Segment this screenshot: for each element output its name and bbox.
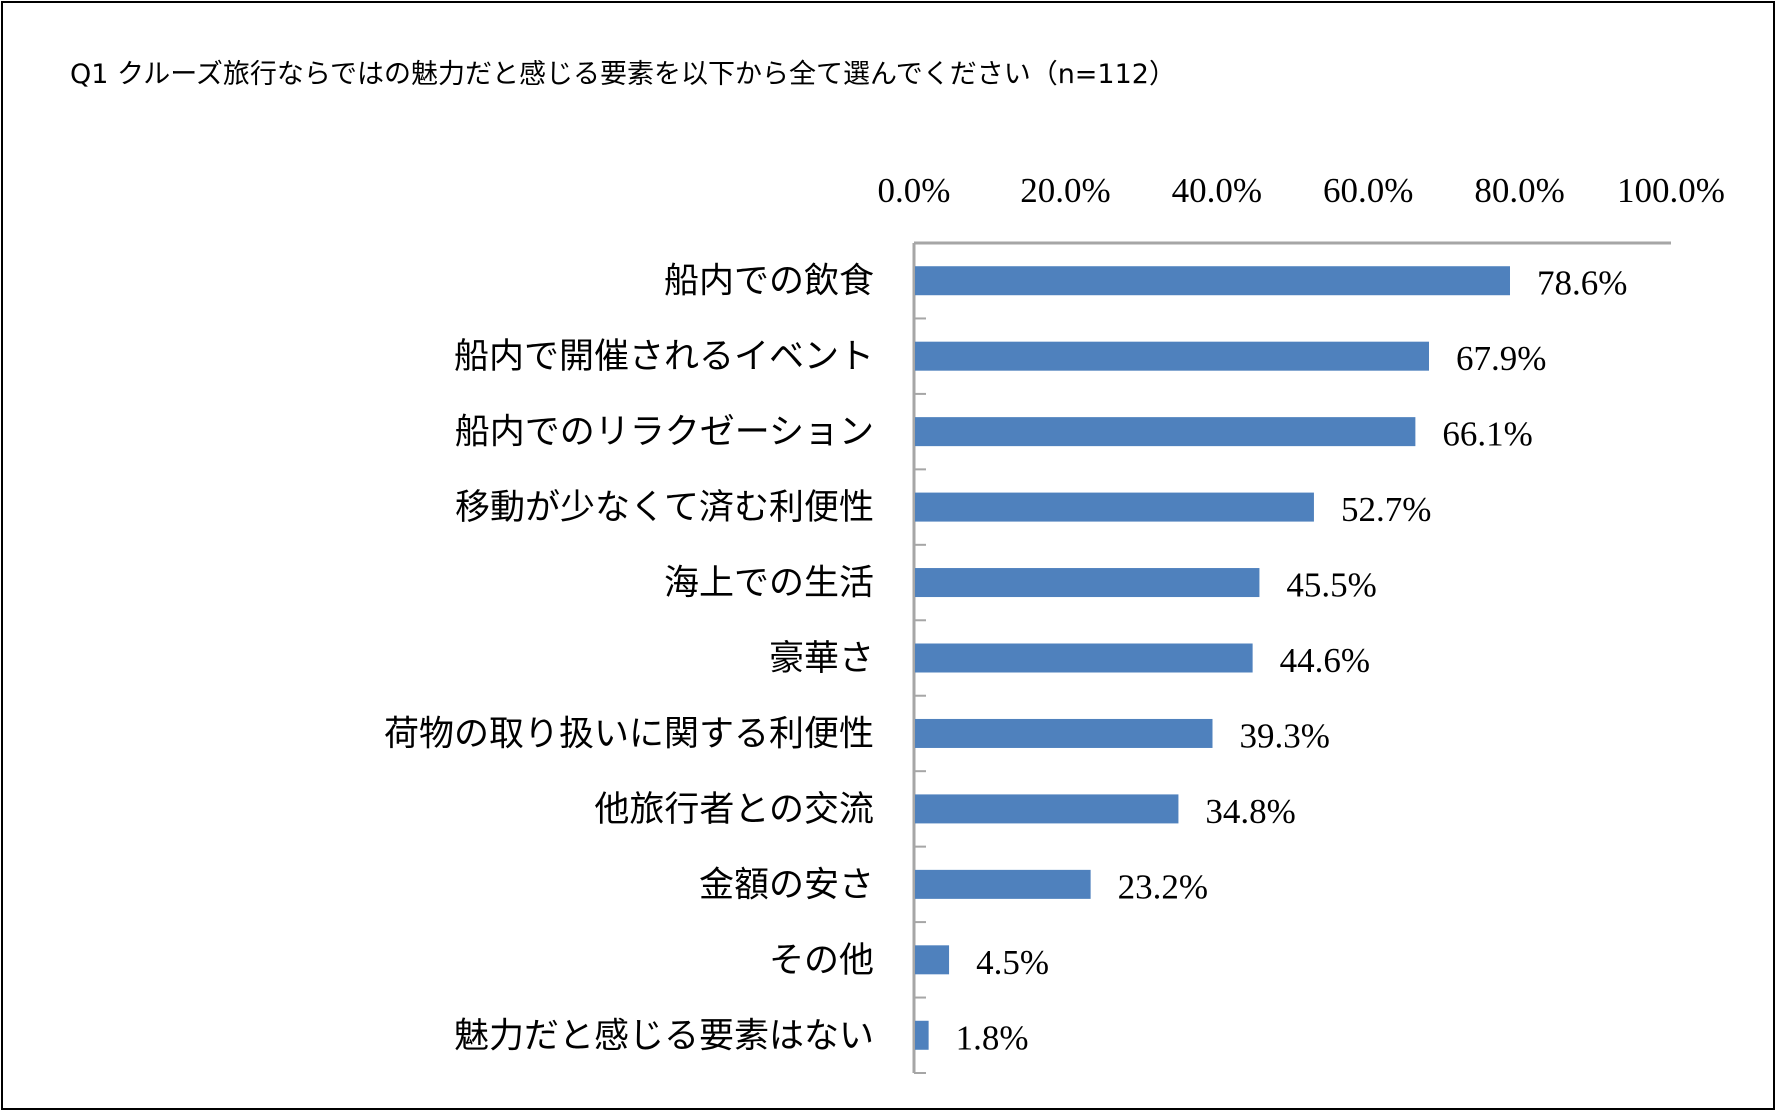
data-label: 67.9%	[1456, 339, 1546, 378]
bar	[915, 945, 950, 975]
category-label: 海上での生活	[664, 564, 874, 604]
x-tick-label: 40.0%	[1172, 171, 1262, 210]
category-label: 金額の安さ	[699, 865, 874, 905]
bar	[915, 266, 1511, 296]
category-label: 船内でのリラクゼーション	[455, 413, 874, 453]
category-label: その他	[769, 941, 874, 981]
data-label: 66.1%	[1442, 415, 1532, 454]
data-label: 4.5%	[976, 943, 1049, 982]
data-label: 34.8%	[1205, 792, 1295, 831]
bar	[915, 568, 1260, 598]
category-label: 他旅行者との交流	[594, 790, 874, 830]
x-tick-label: 20.0%	[1020, 171, 1110, 210]
data-label: 23.2%	[1118, 867, 1208, 906]
category-label: 魅力だと感じる要素はない	[454, 1016, 874, 1056]
category-label: 豪華さ	[769, 639, 874, 679]
category-label: 船内で開催されるイベント	[454, 337, 874, 377]
x-tick-label: 100.0%	[1617, 171, 1725, 210]
bar	[915, 417, 1416, 447]
category-label: 移動が少なくて済む利便性	[455, 488, 874, 528]
data-label: 44.6%	[1280, 641, 1370, 680]
bar	[915, 492, 1314, 522]
bar	[915, 643, 1253, 673]
bar	[915, 718, 1213, 748]
bar	[915, 794, 1179, 824]
x-tick-label: 60.0%	[1323, 171, 1413, 210]
bar	[915, 869, 1091, 899]
data-label: 39.3%	[1240, 716, 1330, 755]
category-label: 荷物の取り扱いに関する利便性	[384, 714, 874, 754]
data-label: 1.8%	[956, 1018, 1029, 1057]
x-tick-label: 80.0%	[1474, 171, 1564, 210]
bar	[915, 341, 1430, 371]
data-label: 52.7%	[1341, 490, 1431, 529]
bar	[915, 1020, 929, 1050]
data-label: 78.6%	[1537, 264, 1627, 303]
category-label: 船内での飲食	[664, 262, 874, 302]
x-tick-label: 0.0%	[878, 171, 951, 210]
chart-title: Q1 クルーズ旅行ならではの魅力だと感じる要素を以下から全て選んでください（n=…	[70, 59, 1176, 90]
data-label: 45.5%	[1286, 566, 1376, 605]
